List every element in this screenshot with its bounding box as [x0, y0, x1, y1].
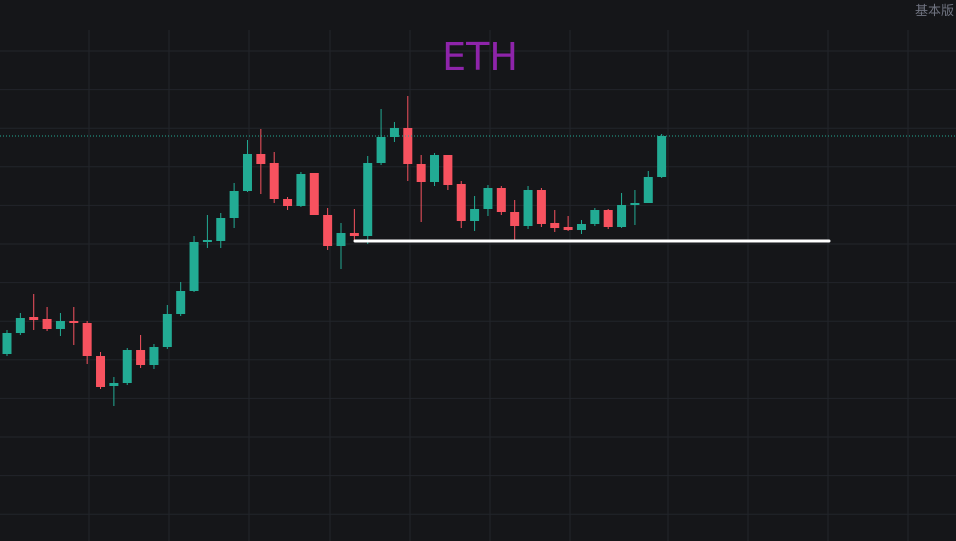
- candle-body: [523, 190, 533, 226]
- candle-body: [122, 350, 132, 383]
- candle-body: [550, 223, 560, 228]
- candle-body: [630, 203, 640, 205]
- candle-body: [42, 319, 52, 329]
- candle-body: [229, 191, 239, 218]
- candle-body: [136, 350, 146, 365]
- candle-body: [189, 242, 199, 291]
- candle-body: [443, 155, 453, 185]
- candle-body: [202, 240, 212, 242]
- candle-body: [430, 155, 440, 182]
- candle-body: [643, 177, 653, 203]
- candle-body: [283, 199, 293, 206]
- candle-body: [603, 210, 613, 227]
- candle-body: [176, 291, 186, 314]
- candle-body: [389, 128, 399, 137]
- edition-label: 基本版: [915, 4, 954, 19]
- candle-body: [29, 317, 39, 320]
- candle-body: [617, 205, 627, 227]
- candle-body: [55, 321, 65, 329]
- candle-body: [323, 215, 333, 246]
- chart-title: ETH: [442, 35, 518, 79]
- candle-body: [349, 233, 359, 236]
- candle-body: [496, 188, 506, 212]
- candle-body: [216, 218, 226, 241]
- candle-body: [576, 224, 586, 230]
- candle-body: [403, 128, 413, 164]
- candle-body: [15, 318, 25, 333]
- candle-body: [590, 210, 600, 224]
- candle-body: [336, 233, 346, 246]
- candle-body: [363, 163, 373, 236]
- candles: [0, 96, 956, 406]
- candle-body: [82, 323, 92, 356]
- candle-body: [69, 321, 79, 323]
- grid: [0, 30, 956, 541]
- candle-body: [456, 184, 466, 221]
- candle-body: [536, 190, 546, 224]
- candle-body: [309, 173, 319, 215]
- candle-body: [269, 163, 279, 199]
- candle-body: [483, 188, 493, 209]
- candle-body: [256, 154, 266, 164]
- candle-body: [657, 136, 667, 177]
- candle-body: [2, 333, 12, 354]
- candle-body: [149, 347, 159, 365]
- candle-body: [510, 212, 520, 226]
- candle-body: [376, 137, 386, 163]
- candle-body: [563, 227, 573, 230]
- candle-body: [296, 174, 306, 206]
- candle-body: [162, 314, 172, 347]
- candle-body: [416, 164, 426, 182]
- candle-body: [109, 383, 119, 386]
- candle-body: [470, 209, 480, 221]
- candle-body: [242, 154, 252, 191]
- candle-body: [96, 356, 106, 387]
